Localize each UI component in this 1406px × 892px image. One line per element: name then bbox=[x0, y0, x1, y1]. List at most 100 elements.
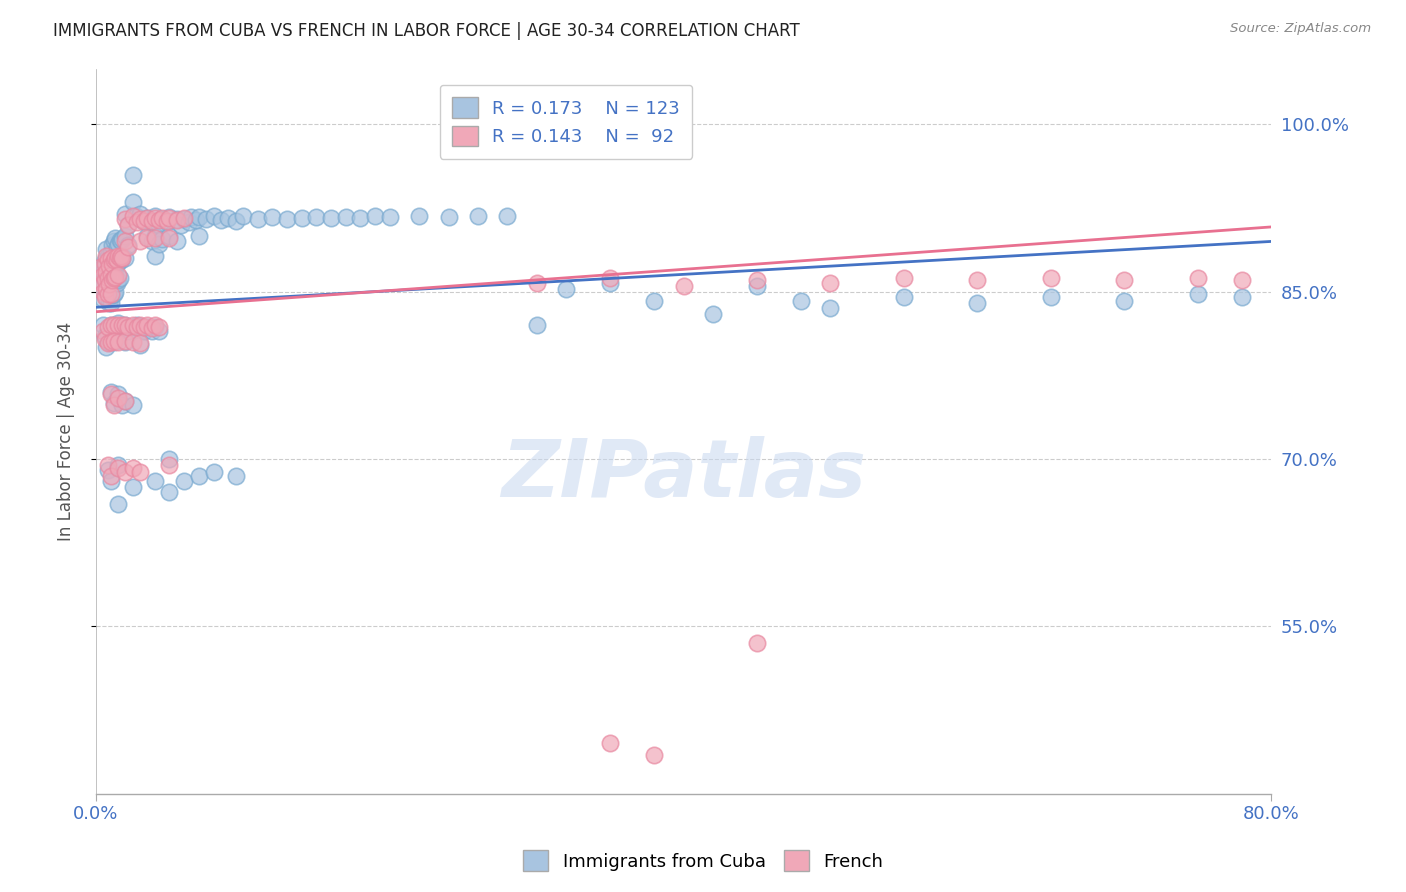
Point bbox=[170, 218, 193, 232]
Point bbox=[100, 318, 122, 332]
Point bbox=[100, 468, 122, 483]
Point bbox=[150, 232, 173, 246]
Point bbox=[111, 399, 134, 413]
Point bbox=[110, 253, 132, 268]
Point bbox=[97, 268, 120, 282]
Text: ZIPatlas: ZIPatlas bbox=[501, 435, 866, 514]
Point bbox=[187, 468, 209, 483]
Point bbox=[107, 236, 129, 251]
Point bbox=[225, 468, 247, 483]
Point bbox=[117, 237, 139, 252]
Point bbox=[187, 210, 209, 224]
Point bbox=[150, 211, 173, 225]
Point bbox=[820, 276, 842, 290]
Point bbox=[166, 213, 188, 227]
Point bbox=[129, 466, 152, 480]
Point bbox=[177, 215, 200, 229]
Point bbox=[246, 212, 269, 227]
Point bbox=[148, 320, 170, 334]
Point bbox=[121, 195, 143, 210]
Point bbox=[1039, 290, 1062, 304]
Point bbox=[114, 334, 136, 349]
Point bbox=[97, 463, 120, 477]
Point bbox=[335, 210, 357, 224]
Point bbox=[107, 331, 129, 345]
Point bbox=[93, 324, 115, 338]
Point bbox=[276, 212, 298, 227]
Point bbox=[143, 318, 166, 332]
Point bbox=[94, 271, 117, 285]
Point bbox=[143, 231, 166, 245]
Point bbox=[96, 340, 118, 354]
Text: IMMIGRANTS FROM CUBA VS FRENCH IN LABOR FORCE | AGE 30-34 CORRELATION CHART: IMMIGRANTS FROM CUBA VS FRENCH IN LABOR … bbox=[53, 22, 800, 40]
Point bbox=[103, 396, 125, 410]
Point bbox=[159, 210, 181, 224]
Point bbox=[136, 231, 159, 245]
Point bbox=[96, 249, 118, 263]
Point bbox=[180, 210, 202, 224]
Point bbox=[555, 282, 578, 296]
Point bbox=[127, 318, 149, 332]
Point bbox=[1187, 286, 1209, 301]
Point bbox=[378, 210, 401, 224]
Point bbox=[143, 249, 166, 263]
Point bbox=[94, 329, 117, 343]
Point bbox=[97, 286, 120, 301]
Point bbox=[143, 475, 166, 489]
Point bbox=[262, 210, 284, 224]
Point bbox=[121, 320, 143, 334]
Point bbox=[107, 318, 129, 332]
Point bbox=[129, 318, 152, 332]
Point bbox=[94, 257, 117, 271]
Point bbox=[141, 324, 163, 338]
Point bbox=[97, 271, 120, 285]
Point bbox=[166, 235, 188, 249]
Point bbox=[114, 251, 136, 265]
Point bbox=[97, 253, 120, 268]
Point bbox=[100, 295, 122, 310]
Point bbox=[104, 270, 127, 285]
Point bbox=[111, 232, 134, 246]
Point bbox=[364, 209, 387, 223]
Point bbox=[526, 276, 548, 290]
Point bbox=[173, 475, 195, 489]
Point bbox=[100, 286, 122, 301]
Point bbox=[100, 331, 122, 345]
Point bbox=[98, 277, 121, 291]
Point bbox=[103, 235, 125, 249]
Point bbox=[643, 293, 665, 308]
Point bbox=[100, 387, 122, 401]
Point bbox=[104, 231, 127, 245]
Point bbox=[97, 458, 120, 472]
Point bbox=[1114, 273, 1136, 287]
Point bbox=[98, 295, 121, 310]
Point bbox=[143, 228, 166, 243]
Point bbox=[94, 331, 117, 345]
Point bbox=[150, 212, 173, 227]
Point bbox=[232, 209, 254, 223]
Point bbox=[129, 212, 152, 227]
Point bbox=[107, 316, 129, 330]
Point bbox=[195, 212, 218, 227]
Point bbox=[98, 334, 121, 349]
Point bbox=[437, 210, 460, 224]
Point bbox=[291, 211, 314, 225]
Point bbox=[100, 318, 122, 332]
Text: Source: ZipAtlas.com: Source: ZipAtlas.com bbox=[1230, 22, 1371, 36]
Point bbox=[110, 249, 132, 263]
Point bbox=[1230, 273, 1253, 287]
Point bbox=[141, 235, 163, 249]
Y-axis label: In Labor Force | Age 30-34: In Labor Force | Age 30-34 bbox=[58, 321, 75, 541]
Point bbox=[103, 320, 125, 334]
Point bbox=[121, 461, 143, 475]
Point bbox=[117, 218, 139, 232]
Point bbox=[104, 285, 127, 299]
Point bbox=[129, 206, 152, 220]
Point bbox=[105, 257, 128, 271]
Point bbox=[117, 324, 139, 338]
Point bbox=[148, 213, 170, 227]
Point bbox=[745, 279, 768, 293]
Point bbox=[129, 338, 152, 352]
Point bbox=[107, 334, 129, 349]
Point bbox=[103, 286, 125, 301]
